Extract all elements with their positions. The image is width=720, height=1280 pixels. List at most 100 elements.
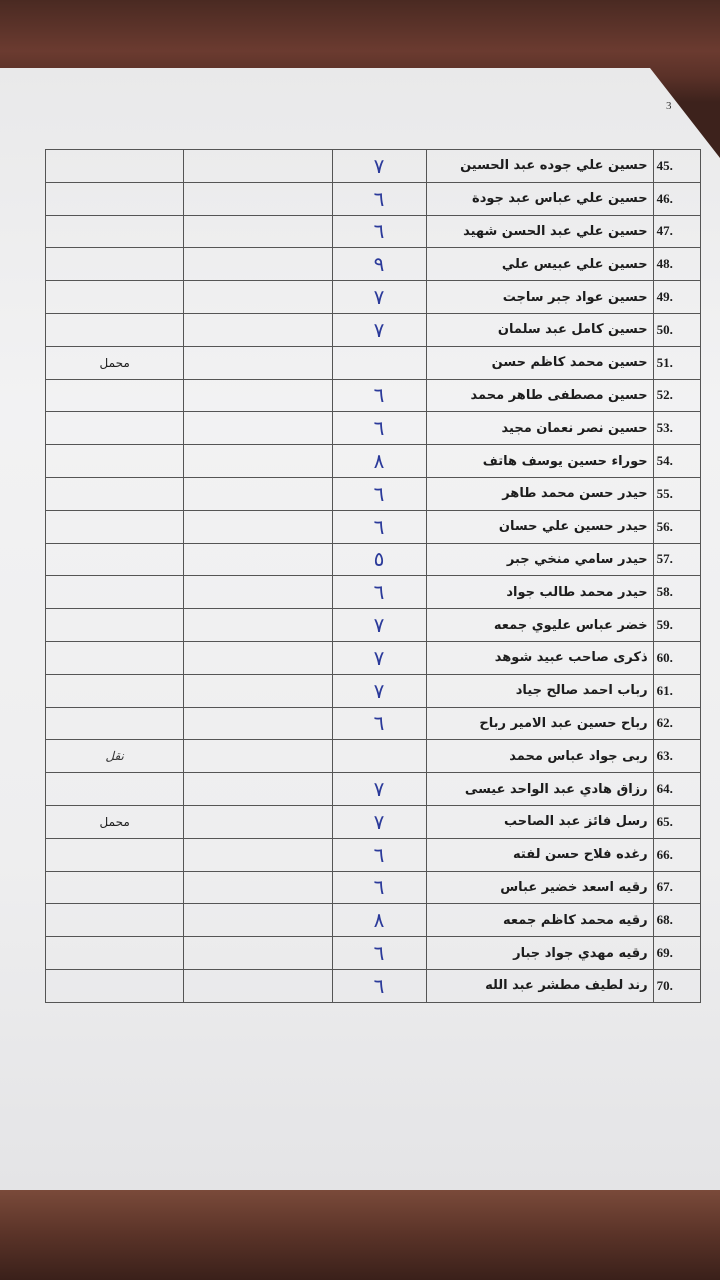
grade-cell: ٧ — [331, 280, 427, 314]
number-cell: 54. — [652, 444, 702, 478]
number-cell: 49. — [652, 280, 702, 314]
note-cell — [44, 280, 185, 314]
name-cell: خضر عباس عليوي جمعه — [425, 608, 654, 642]
number-cell: 60. — [652, 640, 702, 675]
grade-cell: ٧ — [331, 640, 427, 675]
note-cell — [44, 936, 185, 970]
table-row: ٨ حوراء حسين يوسف هاتف 54. — [44, 444, 702, 478]
note-cell — [44, 608, 185, 642]
grade-cell: ٧ — [331, 673, 427, 708]
table-row: ٦ رقيه مهدي جواد جبار 69. — [44, 936, 702, 970]
empty-cell — [183, 345, 333, 380]
empty-cell — [183, 739, 333, 774]
empty-cell — [183, 181, 333, 216]
number-cell: 45. — [652, 149, 702, 183]
note-cell — [44, 411, 185, 446]
name-cell: رغده فلاح حسن لفته — [425, 837, 654, 872]
note-cell — [44, 706, 185, 741]
empty-cell — [183, 247, 333, 282]
number-cell: 70. — [652, 968, 702, 1003]
name-cell: رقيه اسعد خضير عباس — [425, 870, 654, 905]
grade-cell: ٦ — [331, 509, 427, 544]
empty-cell — [183, 509, 333, 544]
name-cell: رقيه مهدي جواد جبار — [425, 936, 654, 970]
note-cell — [44, 673, 185, 708]
note-cell — [44, 214, 185, 249]
note-cell: نقل — [44, 739, 185, 774]
table-row: ٧ خضر عباس عليوي جمعه 59. — [44, 608, 702, 642]
grade-cell: ٨ — [331, 903, 427, 938]
note-cell — [44, 312, 185, 347]
number-cell: 57. — [652, 542, 702, 577]
note-cell — [44, 575, 185, 610]
number-cell: 50. — [652, 312, 702, 347]
name-cell: رقيه محمد كاظم جمعه — [425, 903, 654, 938]
number-cell: 48. — [652, 247, 702, 282]
grade-cell: ٨ — [331, 444, 427, 478]
empty-cell — [183, 837, 333, 872]
table-row: ٦ حسين نصر نعمان مجيد 53. — [44, 411, 702, 446]
note-cell — [44, 640, 185, 675]
table-row: ٦ حسين مصطفى طاهر محمد 52. — [44, 378, 702, 413]
number-cell: 53. — [652, 411, 702, 446]
note-cell: محمل — [44, 804, 185, 839]
name-cell: حسين كامل عبد سلمان — [425, 312, 654, 347]
grade-cell: ٦ — [331, 870, 427, 905]
empty-cell — [183, 411, 333, 446]
number-cell: 65. — [652, 804, 702, 839]
note-cell: محمل — [44, 345, 185, 380]
empty-cell — [183, 575, 333, 610]
number-cell: 51. — [652, 345, 702, 380]
number-cell: 55. — [652, 476, 702, 511]
empty-cell — [183, 968, 333, 1003]
grade-cell — [331, 345, 427, 380]
table-row: ٧ ذكرى صاحب عبيد شوهد 60. — [44, 640, 702, 675]
number-cell: 52. — [652, 378, 702, 413]
empty-cell — [183, 280, 333, 314]
number-cell: 66. — [652, 837, 702, 872]
empty-cell — [183, 706, 333, 741]
note-cell — [44, 837, 185, 872]
name-cell: حسين عواد جبر ساجت — [425, 280, 654, 314]
number-cell: 47. — [652, 214, 702, 249]
empty-cell — [183, 673, 333, 708]
table-row: ٦ رغده فلاح حسن لفته 66. — [44, 837, 702, 872]
table-row: ٦ حسين علي عباس عبد جودة 46. — [44, 181, 702, 216]
grade-cell: ٧ — [331, 772, 427, 806]
table-row: نقل ربى جواد عباس محمد 63. — [44, 739, 702, 774]
table-row: ٧ رزاق هادي عبد الواحد عيسى 64. — [44, 772, 702, 806]
grade-cell: ٧ — [331, 312, 427, 347]
table-row: ٩ حسين علي عبيس علي 48. — [44, 247, 702, 282]
empty-cell — [183, 804, 333, 839]
empty-cell — [183, 772, 333, 806]
note-cell — [44, 476, 185, 511]
table-row: ٦ رند لطيف مطشر عبد الله 70. — [44, 968, 702, 1003]
table-row: ٦ رقيه اسعد خضير عباس 67. — [44, 870, 702, 905]
name-cell: حيدر سامي منخي جبر — [425, 542, 654, 577]
grade-cell: ٦ — [331, 936, 427, 970]
table-row: ٦ رباح حسين عبد الامير رباح 62. — [44, 706, 702, 741]
empty-cell — [183, 444, 333, 478]
grade-cell: ٧ — [331, 804, 427, 839]
empty-cell — [183, 608, 333, 642]
grade-cell: ٦ — [331, 181, 427, 216]
note-cell — [44, 509, 185, 544]
name-cell: حسين علي عبيس علي — [425, 247, 654, 282]
note-cell — [44, 444, 185, 478]
grade-cell: ٧ — [331, 608, 427, 642]
number-cell: 56. — [652, 509, 702, 544]
number-cell: 46. — [652, 181, 702, 216]
table-row: ٦ حيدر حسن محمد طاهر 55. — [44, 476, 702, 511]
student-table: ٧ حسين علي جوده عبد الحسين 45. ٦ حسين علي عب… — [44, 149, 702, 1003]
table-row: ٧ رباب احمد صالح جياد 61. — [44, 673, 702, 708]
table-row: ٧ حسين كامل عبد سلمان 50. — [44, 312, 702, 347]
name-cell: حسين نصر نعمان مجيد — [425, 411, 654, 446]
note-cell — [44, 968, 185, 1003]
table-row: ٥ حيدر سامي منخي جبر 57. — [44, 542, 702, 577]
table-row: ٨ رقيه محمد كاظم جمعه 68. — [44, 903, 702, 938]
grade-cell — [331, 739, 427, 774]
number-cell: 59. — [652, 608, 702, 642]
name-cell: حسين علي عباس عبد جودة — [425, 181, 654, 216]
note-cell — [44, 247, 185, 282]
name-cell: حيدر حسين علي حسان — [425, 509, 654, 544]
